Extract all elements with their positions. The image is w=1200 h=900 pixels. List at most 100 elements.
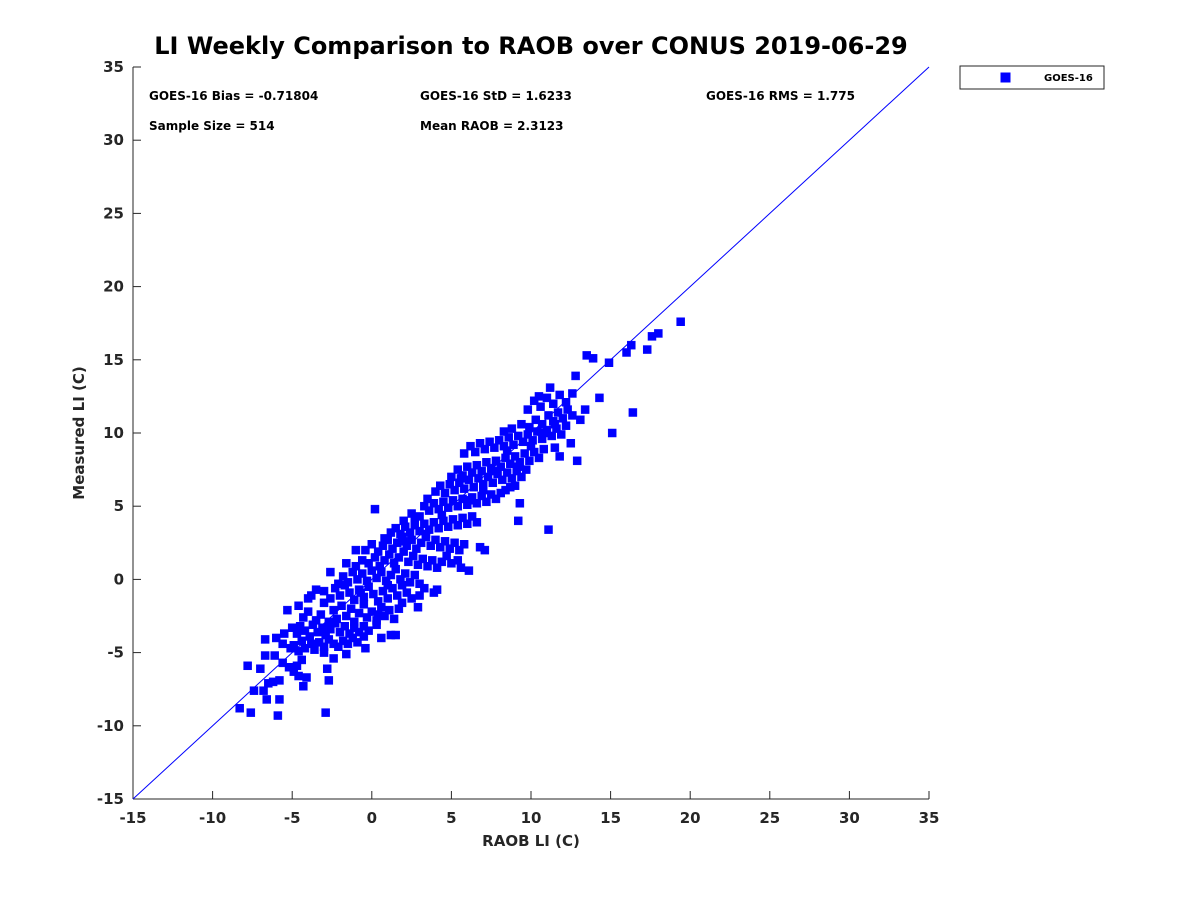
data-point	[437, 510, 447, 520]
data-point	[377, 633, 386, 643]
data-point	[299, 682, 308, 691]
data-point	[469, 482, 478, 492]
data-point	[410, 513, 420, 523]
legend-box	[959, 65, 1105, 90]
plot-area	[132, 66, 930, 800]
data-point	[483, 472, 493, 482]
x-tick-label: 20	[680, 809, 701, 827]
data-point	[607, 428, 617, 438]
data-point	[676, 317, 685, 326]
data-point	[525, 422, 534, 432]
data-point	[423, 561, 432, 571]
data-point	[556, 430, 566, 439]
data-point	[416, 538, 426, 548]
data-point	[432, 563, 442, 572]
data-point	[471, 447, 480, 457]
data-point	[319, 586, 329, 596]
data-point	[373, 547, 383, 556]
data-point	[628, 408, 638, 417]
data-point	[354, 627, 364, 637]
data-point	[482, 458, 491, 467]
data-point	[566, 438, 576, 448]
data-point	[342, 611, 351, 621]
std-annotation: GOES-16 StD = 1.6233	[420, 89, 572, 103]
data-point	[504, 433, 513, 442]
data-point	[529, 396, 539, 406]
data-point	[514, 516, 523, 526]
data-point	[324, 676, 334, 685]
data-point	[455, 545, 464, 555]
data-point	[464, 566, 474, 575]
data-point	[580, 405, 590, 414]
data-point	[424, 506, 434, 515]
data-point	[453, 556, 463, 565]
y-tick-label: 20	[103, 278, 124, 296]
data-point	[453, 465, 463, 474]
data-point	[396, 575, 405, 584]
data-point	[437, 557, 447, 567]
x-axis-label: RAOB LI (C)	[482, 832, 580, 850]
data-point	[426, 541, 435, 550]
data-point	[642, 345, 652, 354]
data-point	[405, 528, 415, 537]
data-point	[447, 472, 456, 482]
data-point	[391, 523, 400, 533]
data-point	[440, 537, 450, 546]
data-point	[386, 528, 396, 537]
data-point	[354, 608, 364, 618]
data-point	[386, 570, 396, 580]
data-point	[394, 553, 404, 562]
data-point	[502, 446, 512, 455]
data-point	[305, 632, 314, 641]
data-point	[351, 561, 361, 571]
data-point	[595, 393, 604, 403]
data-point	[297, 655, 307, 665]
data-point	[604, 358, 614, 367]
data-point	[400, 569, 410, 578]
data-point	[459, 449, 469, 458]
data-point	[491, 494, 501, 504]
data-point	[343, 578, 353, 587]
data-point	[393, 591, 402, 600]
data-point	[459, 484, 469, 493]
data-point	[544, 411, 553, 420]
data-point	[260, 635, 270, 644]
data-point	[329, 654, 338, 663]
data-point	[453, 501, 463, 511]
data-point	[311, 616, 321, 625]
data-point	[235, 703, 244, 713]
y-tick-label: 10	[103, 424, 124, 442]
data-point	[275, 676, 284, 685]
data-point	[359, 600, 369, 609]
data-point	[458, 513, 467, 523]
data-point	[375, 561, 385, 571]
data-point	[420, 583, 429, 593]
data-point	[450, 538, 459, 548]
data-point	[498, 475, 507, 485]
stats-annotations: GOES-16 Bias = -0.71804 GOES-16 StD = 1.…	[149, 89, 855, 133]
data-point	[289, 641, 299, 650]
data-point	[388, 544, 397, 553]
data-point	[297, 636, 307, 646]
data-point	[459, 540, 469, 549]
data-point	[346, 604, 356, 613]
data-point	[506, 459, 515, 468]
data-point	[294, 601, 303, 611]
data-point	[260, 651, 270, 660]
data-point	[445, 544, 455, 553]
data-point	[514, 431, 523, 441]
data-point	[324, 617, 334, 627]
x-tick-label: -5	[284, 809, 301, 827]
data-point	[343, 639, 353, 649]
data-point	[303, 607, 313, 616]
data-point	[467, 512, 477, 521]
data-point	[413, 602, 423, 612]
data-point	[407, 535, 416, 545]
x-tick-label: -15	[119, 809, 146, 827]
y-tick-label: -5	[107, 644, 124, 662]
data-point	[334, 579, 343, 589]
data-point	[399, 516, 408, 526]
data-point	[404, 557, 413, 567]
data-point	[259, 686, 268, 695]
y-tick-label: 0	[114, 570, 124, 588]
